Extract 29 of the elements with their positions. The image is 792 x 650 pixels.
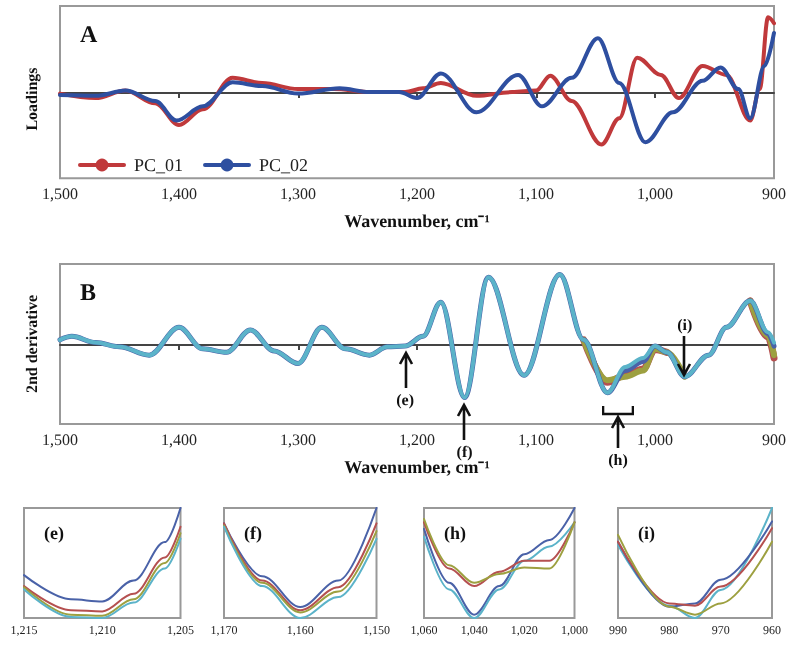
x-tick-label: 900 [762, 185, 786, 204]
x-tick-label: 1,500 [42, 185, 78, 204]
x-tick-label: 1,400 [161, 431, 197, 449]
y-axis-title: Loadings [23, 67, 41, 131]
chart-title: A [80, 20, 98, 48]
x-tick-label: 1,000 [637, 185, 673, 204]
text: (e) [44, 523, 64, 543]
annotation: (f) [456, 442, 474, 461]
legend-label: PC_02 [259, 155, 309, 175]
x-tick-label: 1,500 [42, 431, 78, 449]
text: (i) [638, 523, 655, 543]
chart-title: B [80, 278, 97, 306]
x-tick-label: 1,300 [280, 431, 316, 449]
x-tick-label: 1,100 [518, 185, 554, 204]
x-axis-title: Wavenumber, cm⁻¹ [344, 211, 491, 231]
text: (h) [444, 523, 466, 543]
x-tick-label: 1,400 [161, 185, 197, 204]
annotation: (e) [396, 391, 415, 410]
x-tick-label: 1,000 [637, 431, 673, 449]
annotation: (i) [677, 315, 693, 334]
legend-label: PC_01 [134, 155, 184, 175]
text: (f) [244, 523, 262, 543]
x-tick-label: 1,100 [518, 431, 554, 449]
x-tick-label: 1,200 [399, 185, 435, 204]
x-tick-label: 1,200 [399, 431, 435, 449]
text: (h) [608, 451, 629, 469]
x-tick-label: 1,300 [280, 185, 316, 204]
x-tick-label: 900 [762, 431, 786, 449]
y-axis-title: 2nd derivative [23, 293, 41, 394]
